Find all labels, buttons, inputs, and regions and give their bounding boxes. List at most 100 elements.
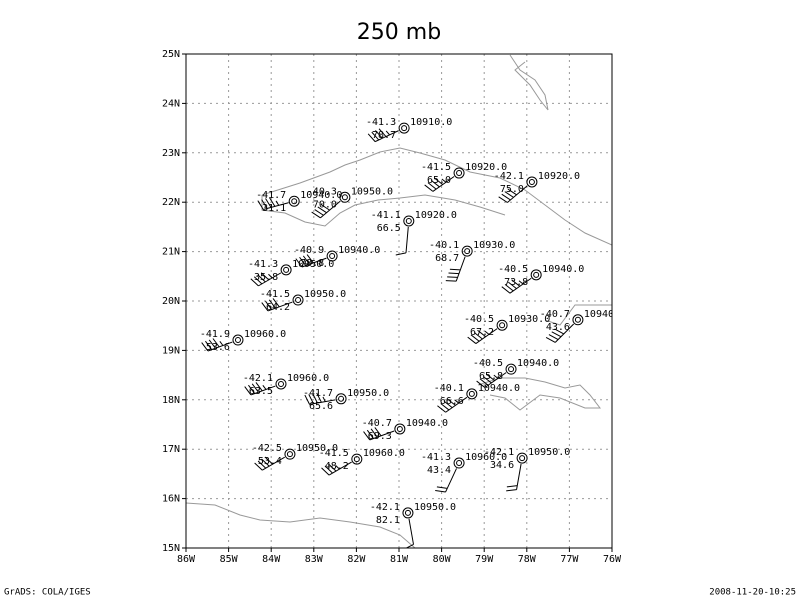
station-marker	[496, 319, 508, 331]
station-temp: -41.5	[319, 448, 349, 459]
station-marker	[394, 423, 406, 435]
wind-barb	[467, 328, 498, 344]
station-marker-inner	[283, 266, 290, 273]
station-marker	[335, 393, 347, 405]
station-height: 10940.0	[517, 358, 559, 369]
y-tick-label: 24N	[162, 98, 180, 109]
station-marker-inner	[405, 217, 412, 224]
y-tick-label: 17N	[162, 444, 180, 455]
station-marker-inner	[404, 509, 411, 516]
footer-left: GrADS: COLA/IGES	[4, 588, 91, 598]
x-tick-label: 81W	[390, 554, 409, 565]
station-value: 82.1	[376, 515, 400, 526]
station-marker-inner	[396, 425, 403, 432]
station-marker-inner	[291, 198, 298, 205]
station-marker	[453, 167, 465, 179]
station-marker	[461, 245, 473, 257]
wind-barb	[367, 128, 399, 143]
x-tick-label: 84W	[262, 554, 281, 565]
y-tick-label: 18N	[162, 395, 180, 406]
wind-barb	[244, 382, 276, 396]
station-value: 53.4	[258, 456, 282, 467]
station-value: 67.2	[470, 327, 494, 338]
wind-barb	[506, 463, 522, 492]
y-tick-label: 21N	[162, 247, 180, 258]
station-height: 10940.0	[584, 309, 626, 320]
coastline	[477, 377, 602, 411]
stations: -41.378.710910.0-41.565.010920.0-42.175.…	[200, 117, 626, 548]
station-marker-inner	[456, 170, 463, 177]
x-tick-label: 82W	[347, 554, 366, 565]
wind-barb	[295, 254, 327, 268]
station-marker-inner	[464, 248, 471, 255]
x-tick-label: 83W	[305, 554, 324, 565]
station-marker-inner	[528, 178, 535, 185]
station-marker	[280, 264, 292, 276]
station-marker	[572, 314, 584, 326]
station-temp: -42.1	[484, 447, 514, 458]
station-marker-inner	[508, 366, 515, 373]
station-marker	[288, 195, 300, 207]
station-value: 68.7	[435, 253, 459, 264]
wind-barb	[261, 298, 293, 312]
station-temp: -40.9	[294, 245, 324, 256]
station-marker-inner	[286, 451, 293, 458]
wind-barb	[311, 200, 341, 219]
wind-barb	[201, 338, 233, 352]
station-value: 73.8	[504, 277, 528, 288]
y-tick-label: 25N	[162, 49, 180, 60]
wind-barb	[545, 323, 575, 343]
coastline	[186, 502, 416, 548]
station-temp: -40.3	[307, 186, 337, 197]
y-tick-label: 16N	[162, 494, 180, 505]
station-value: 63.5	[249, 386, 273, 397]
wind-barb	[321, 461, 352, 476]
station-value: 35.8	[254, 272, 278, 283]
station-height: 10930.0	[508, 314, 550, 325]
station-temp: -41.3	[421, 452, 451, 463]
station-value: 53.6	[206, 342, 230, 353]
x-tick-label: 80W	[433, 554, 452, 565]
station-marker	[466, 388, 478, 400]
station-height: 10910.0	[410, 117, 452, 128]
station-height: 10950.0	[351, 186, 393, 197]
y-tick-label: 20N	[162, 296, 180, 307]
station-value: 34.6	[490, 460, 514, 471]
station-value: 31.1	[262, 203, 286, 214]
station-value: 65.0	[427, 175, 451, 186]
station-marker	[398, 122, 410, 134]
x-tick-label: 79W	[475, 554, 494, 565]
station-value: 78.8	[300, 258, 324, 269]
station-temp: -42.1	[243, 373, 273, 384]
station-temp: -41.7	[256, 190, 286, 201]
station-temp: -41.7	[303, 388, 333, 399]
station-height: 10920.0	[415, 210, 457, 221]
station-marker-inner	[519, 455, 526, 462]
station-height: 10960.0	[287, 373, 329, 384]
station-temp: -40.7	[362, 418, 392, 429]
station-marker	[351, 453, 363, 465]
wind-barb	[405, 518, 414, 548]
station-value: 64.2	[266, 302, 290, 313]
y-tick-label: 22N	[162, 197, 180, 208]
station-marker	[530, 269, 542, 281]
station-height: 10950.0	[296, 443, 338, 454]
station-marker-inner	[341, 194, 348, 201]
footer-right: 2008-11-20-10:25	[709, 588, 796, 598]
station-marker	[275, 378, 287, 390]
coastlines	[186, 54, 612, 548]
station-marker	[326, 250, 338, 262]
station-temp: -42.1	[370, 502, 400, 513]
station-marker	[339, 191, 351, 203]
station-height: 10950.0	[292, 259, 334, 270]
wind-barb	[445, 256, 466, 282]
station-marker-inner	[401, 125, 408, 132]
station-marker-inner	[329, 253, 336, 260]
station-temp: -41.3	[248, 259, 278, 270]
station-height: 10940.0	[406, 418, 448, 429]
station-value: 66.5	[377, 223, 401, 234]
station-height: 10940.0	[300, 190, 342, 201]
station-temp: -41.1	[371, 210, 401, 221]
